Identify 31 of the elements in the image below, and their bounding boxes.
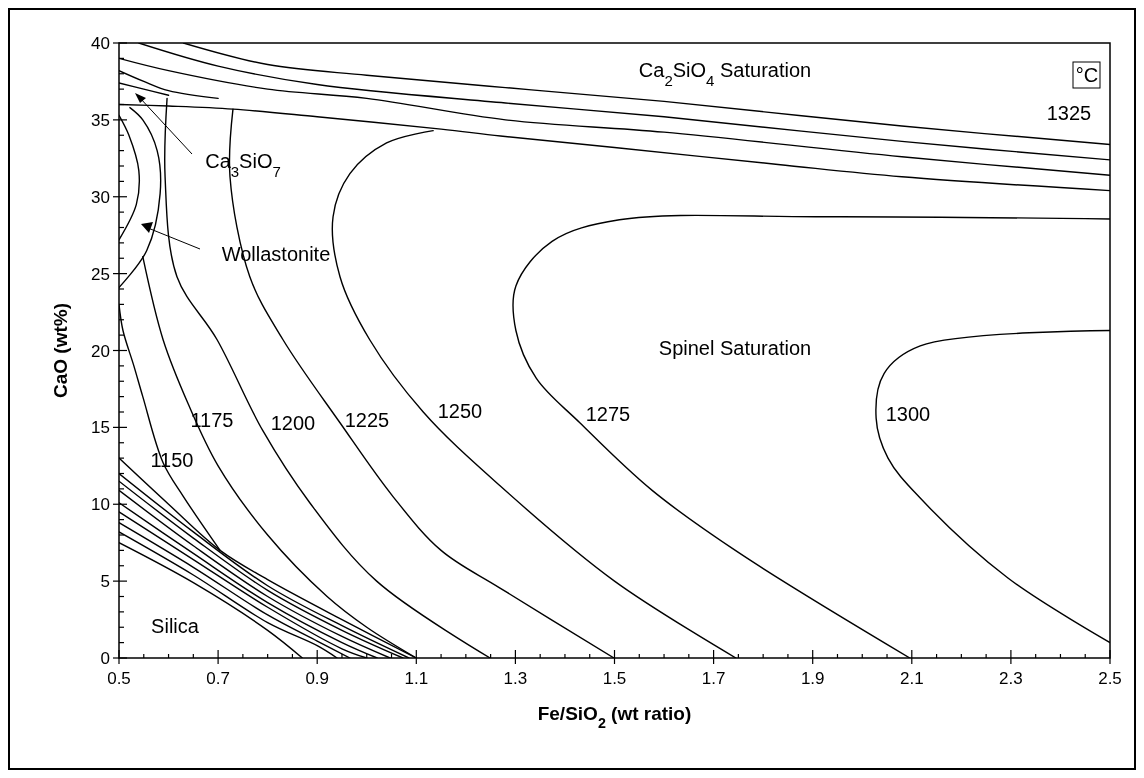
y-tick-label: 40 xyxy=(91,34,110,53)
annotation: 1275 xyxy=(585,403,631,425)
x-tick-label: 1.5 xyxy=(602,669,627,688)
x-tick-label: 0.9 xyxy=(305,669,330,688)
x-axis-title: Fe/SiO$_{2}$ (wt ratio) xyxy=(537,703,692,731)
annotation: 1325 xyxy=(1046,102,1092,124)
x-tick-label: 2.1 xyxy=(899,669,924,688)
y-tick-label: 10 xyxy=(91,495,110,515)
y-tick-label: 25 xyxy=(91,264,110,284)
y-tick-label: 15 xyxy=(91,418,110,438)
annotation: 1300 xyxy=(885,403,931,425)
x-tick-label: 2.5 xyxy=(1098,669,1122,688)
x-tick-label: 2.3 xyxy=(999,669,1023,688)
y-axis-title: CaO (wt%) xyxy=(50,303,71,398)
annotation: Silica xyxy=(151,615,200,637)
x-tick-label: 1.7 xyxy=(701,669,726,688)
x-tick-label: 1.1 xyxy=(404,669,429,688)
annotation: 1225 xyxy=(344,409,390,431)
x-tick-label: 0.5 xyxy=(107,669,131,688)
y-tick-label: 30 xyxy=(91,187,110,207)
x-tick-label: 1.9 xyxy=(800,669,825,688)
x-tick-label: 1.3 xyxy=(503,669,528,688)
y-tick-label: 20 xyxy=(91,341,110,361)
x-tick-label: 0.7 xyxy=(206,669,230,688)
y-tick-label: 5 xyxy=(100,572,110,592)
annotation: 1250 xyxy=(437,400,483,422)
y-tick-label: 35 xyxy=(91,110,110,130)
annotation: Spinel Saturation xyxy=(658,337,812,359)
annotation: 1200 xyxy=(270,412,316,434)
y-tick-label: 0 xyxy=(100,649,110,668)
annotation: Ca$_{2}$SiO$_{4}$ Saturation xyxy=(638,59,812,89)
